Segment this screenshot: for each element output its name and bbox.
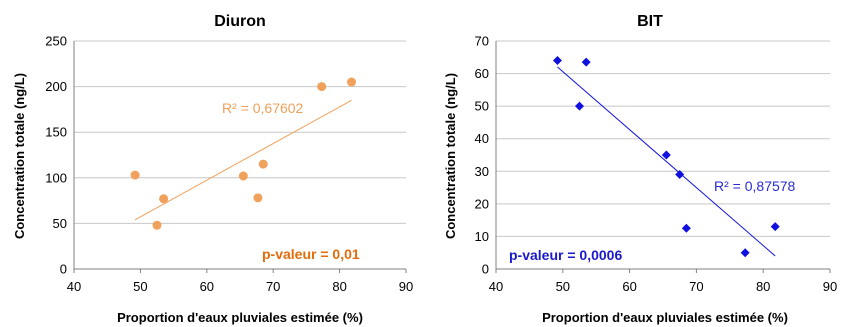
- diuron-data-point: [130, 170, 140, 180]
- diuron-plot: 0 50 100 150 200 250 40 50 60 70 80 90: [45, 34, 413, 295]
- diuron-data-point: [258, 159, 268, 169]
- bit-y-tick-label: 30: [475, 164, 489, 179]
- diuron-x-tick-label: 60: [200, 279, 214, 294]
- diuron-title: Diuron: [214, 13, 266, 30]
- bit-y-axis-label: Concentration totale (ng/L): [443, 73, 458, 239]
- bit-data-point: [681, 223, 691, 233]
- diuron-x-tick-label: 70: [266, 279, 280, 294]
- bit-y-tick-label: 50: [475, 99, 489, 114]
- bit-y-tick-label: 40: [475, 131, 489, 146]
- bit-y-tick-label: 70: [475, 34, 489, 49]
- diuron-data-point: [238, 171, 248, 181]
- diuron-y-tick-label: 150: [45, 125, 67, 140]
- diuron-y-tick-label: 250: [45, 34, 67, 49]
- bit-data-point: [770, 222, 780, 232]
- bit-y-tick-label: 20: [475, 196, 489, 211]
- diuron-data-point: [253, 193, 263, 203]
- bit-plot: 0 10 20 30 40 50 60 70 40 50 60 70 80 90: [475, 34, 838, 295]
- diuron-data-point: [152, 220, 162, 230]
- bit-x-tick-label: 40: [489, 279, 503, 294]
- diuron-y-tick-label: 200: [45, 79, 67, 94]
- bit-x-tick-label: 70: [689, 279, 703, 294]
- bit-y-tick-label: 60: [475, 66, 489, 81]
- bit-data-point: [552, 56, 562, 66]
- diuron-x-tick-label: 80: [332, 279, 346, 294]
- diuron-pvalue-annotation: p-valeur = 0,01: [262, 246, 360, 262]
- bit-x-tick-label: 60: [622, 279, 636, 294]
- diuron-y-tick-label: 50: [53, 216, 67, 231]
- bit-y-tick-label: 0: [482, 262, 489, 277]
- bit-y-tick-label: 10: [475, 229, 489, 244]
- bit-x-tick-label: 90: [823, 279, 837, 294]
- diuron-y-tick-label: 100: [45, 170, 67, 185]
- bit-trendline: [557, 66, 776, 257]
- diuron-x-axis-label: Proportion d'eaux pluviales estimée (%): [117, 310, 363, 325]
- diuron-x-tick-label: 50: [133, 279, 147, 294]
- diuron-trendline: [134, 99, 352, 221]
- diuron-data-point: [347, 77, 357, 87]
- diuron-x-tick-label: 40: [67, 279, 81, 294]
- bit-title: BIT: [637, 13, 663, 30]
- bit-data-point: [661, 150, 671, 160]
- diuron-r2-annotation: R² = 0,67602: [222, 100, 304, 116]
- bit-data-point: [740, 248, 750, 258]
- diuron-data-point: [317, 82, 327, 92]
- bit-data-point: [575, 101, 584, 111]
- diuron-y-axis-label: Concentration totale (ng/L): [12, 73, 27, 239]
- bit-pvalue-annotation: p-valeur = 0,0006: [509, 247, 622, 263]
- bit-data-point: [581, 57, 591, 67]
- bit-data-point: [675, 170, 685, 180]
- diuron-data-point: [159, 194, 169, 204]
- bit-x-tick-label: 50: [556, 279, 570, 294]
- diuron-y-tick-label: 0: [60, 262, 67, 277]
- bit-x-tick-label: 80: [756, 279, 770, 294]
- bit-r2-annotation: R² = 0,87578: [714, 178, 796, 194]
- diuron-chart: Diuron Proportion d'eaux pluviales estim…: [12, 13, 363, 325]
- diuron-x-tick-label: 90: [399, 279, 413, 294]
- bit-chart: BIT Proportion d'eaux pluviales estimée …: [443, 13, 796, 325]
- bit-x-axis-label: Proportion d'eaux pluviales estimée (%): [542, 310, 788, 325]
